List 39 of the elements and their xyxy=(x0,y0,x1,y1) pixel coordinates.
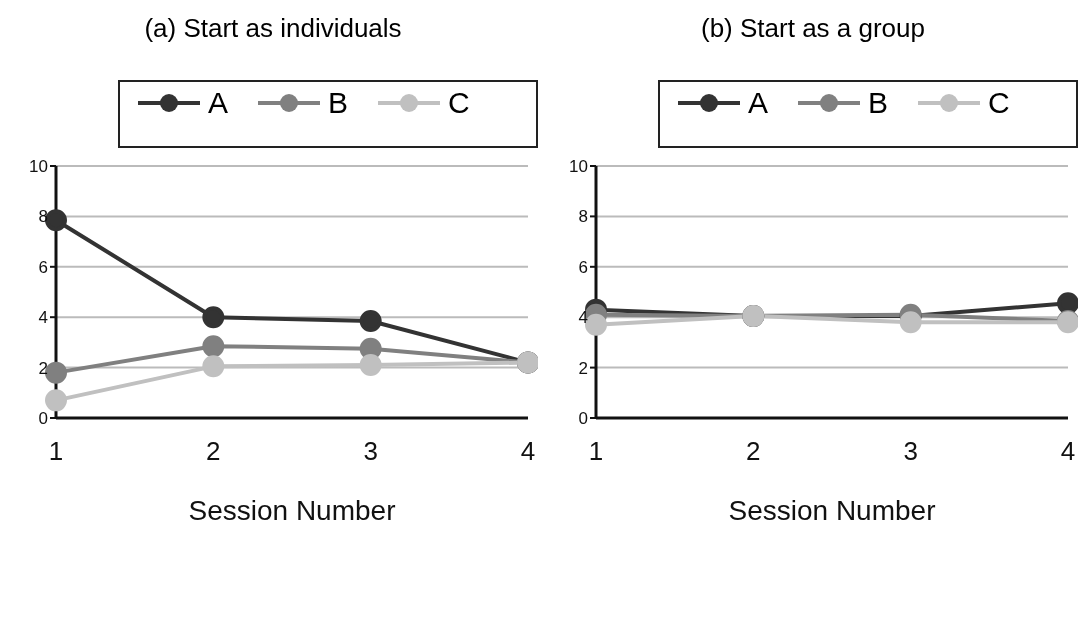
point xyxy=(899,311,922,334)
legend-label: A xyxy=(208,86,229,120)
x-tick-label: 2 xyxy=(206,436,221,467)
point xyxy=(1057,292,1078,315)
point xyxy=(202,355,225,378)
y-tick-label: 10 xyxy=(569,157,588,177)
y-tick-label: 2 xyxy=(38,358,48,378)
y-tick-label: 2 xyxy=(578,358,588,378)
y-tick-label: 4 xyxy=(38,308,48,328)
y-tick-label: 8 xyxy=(38,207,48,227)
chart-title: (b) Start as a group xyxy=(700,12,926,45)
y-tick-label: 6 xyxy=(38,257,48,277)
point xyxy=(202,306,225,329)
legend-label: C xyxy=(448,86,470,120)
x-tick-label: 1 xyxy=(588,436,604,467)
y-tick-label: 4 xyxy=(578,308,588,328)
x-tick-label: 3 xyxy=(363,436,378,467)
x-tick-label: 4 xyxy=(1060,436,1076,467)
x-tick-label: 2 xyxy=(746,436,761,467)
legend-label: A xyxy=(748,86,769,120)
y-tick-label: 0 xyxy=(578,409,588,429)
y-tick-label: 10 xyxy=(29,157,48,177)
x-tick-label: 3 xyxy=(903,436,918,467)
legend-label: C xyxy=(988,86,1010,120)
x-tick-label: 1 xyxy=(48,436,64,467)
x-axis-title: Session Number xyxy=(728,495,936,526)
y-tick-label: 8 xyxy=(578,207,588,227)
point xyxy=(359,309,382,332)
y-tick-label: 0 xyxy=(38,409,48,429)
point xyxy=(45,389,67,412)
y-tick-label: 6 xyxy=(578,257,588,277)
point xyxy=(202,335,225,358)
legend-label: B xyxy=(328,86,349,120)
point xyxy=(45,361,67,384)
x-tick-label: 4 xyxy=(520,436,536,467)
chart-title: (a) Start as individuals xyxy=(143,12,403,45)
x-axis-title: Session Number xyxy=(188,495,396,526)
legend-label: B xyxy=(868,86,889,120)
point xyxy=(359,354,382,377)
